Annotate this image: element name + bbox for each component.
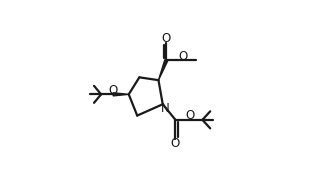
Text: N: N	[161, 102, 170, 115]
Polygon shape	[113, 93, 129, 96]
Polygon shape	[158, 60, 168, 80]
Text: O: O	[185, 109, 194, 122]
Text: O: O	[171, 137, 180, 150]
Text: O: O	[162, 32, 171, 45]
Text: O: O	[178, 49, 187, 63]
Text: O: O	[109, 84, 118, 97]
